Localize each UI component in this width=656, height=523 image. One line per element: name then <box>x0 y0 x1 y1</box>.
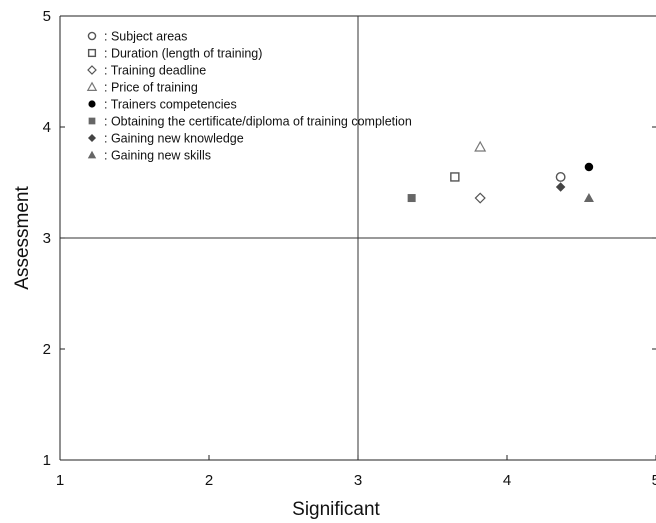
legend-marker-6 <box>88 117 96 125</box>
legend-marker-3 <box>87 65 97 75</box>
legend-marker-2 <box>87 48 97 58</box>
x-tick-label: 2 <box>205 472 213 489</box>
legend-marker-5 <box>88 100 96 108</box>
legend-marker-4 <box>86 81 98 91</box>
data-point-2 <box>450 172 460 182</box>
y-axis-ticks: 1 2 3 4 5 <box>43 8 656 469</box>
legend: : Subject areas : Duration (length of tra… <box>86 30 412 163</box>
legend-label-4: : Price of training <box>104 81 198 95</box>
y-tick-label: 5 <box>43 8 51 25</box>
data-point-8 <box>583 193 594 203</box>
legend-label-6: : Obtaining the certificate/diploma of t… <box>104 115 412 129</box>
data-point-7 <box>555 182 566 192</box>
x-tick-label: 5 <box>652 472 656 489</box>
legend-marker-8 <box>87 150 97 159</box>
legend-label-1: : Subject areas <box>104 30 187 44</box>
x-tick-label: 1 <box>56 472 64 489</box>
data-points <box>407 140 594 204</box>
x-axis-ticks: 1 2 3 4 5 <box>56 455 656 489</box>
reference-lines <box>60 16 656 460</box>
legend-label-2: : Duration (length of training) <box>104 47 262 61</box>
legend-marker-1 <box>87 31 97 41</box>
y-tick-label: 3 <box>43 230 51 247</box>
data-point-6 <box>407 194 416 203</box>
data-point-3 <box>474 192 486 204</box>
legend-label-5: : Trainers competencies <box>104 98 237 112</box>
y-axis-label: Assessment <box>12 186 33 290</box>
x-tick-label: 4 <box>503 472 511 489</box>
data-point-1 <box>555 171 566 182</box>
y-tick-label: 2 <box>43 341 51 358</box>
legend-label-8: : Gaining new skills <box>104 149 211 163</box>
legend-label-7: : Gaining new knowledge <box>104 132 244 146</box>
legend-marker-7 <box>88 134 96 142</box>
data-point-5 <box>584 162 594 172</box>
x-axis-label: Significant <box>292 499 380 520</box>
y-tick-label: 4 <box>43 119 51 136</box>
y-tick-label: 1 <box>43 452 51 469</box>
x-tick-label: 3 <box>354 472 362 489</box>
data-point-4 <box>474 140 487 152</box>
legend-label-3: : Training deadline <box>104 64 206 78</box>
